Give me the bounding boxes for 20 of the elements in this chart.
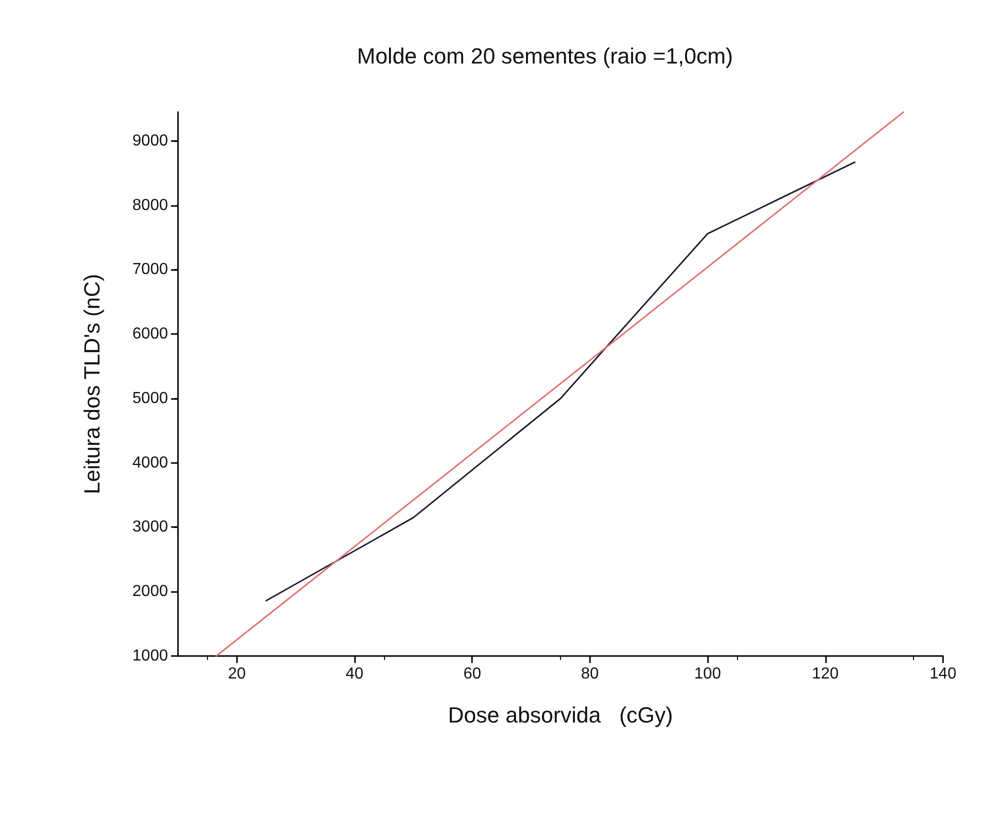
- y-tick-label: 8000: [132, 196, 168, 214]
- x-tick-label: 80: [581, 666, 599, 682]
- x-tick-label: 140: [930, 666, 956, 682]
- x-tick-label: 40: [346, 666, 364, 682]
- chart-title: Molde com 20 sementes (raio =1,0cm): [357, 44, 733, 68]
- line-series: [266, 161, 856, 602]
- x-tick-label: 100: [694, 666, 722, 682]
- x-axis-title: Dose absorvida (cGy): [448, 702, 673, 728]
- y-tick-label: 2000: [132, 583, 168, 600]
- x-tick-label: 20: [228, 666, 246, 682]
- x-tick-label: 60: [463, 666, 482, 682]
- y-tick-label: 9000: [132, 132, 168, 150]
- y-tick-label: 6000: [132, 326, 168, 343]
- y-tick-label: 4000: [132, 454, 168, 472]
- y-tick-label: 3000: [132, 518, 168, 536]
- y-tick-label: 1000: [132, 648, 168, 664]
- y-axis-title: Leitura dos TLD's (nC): [80, 274, 104, 494]
- y-tick-label: 7000: [132, 261, 168, 278]
- x-tick-label: 120: [812, 666, 839, 682]
- y-tick-label: 5000: [132, 390, 168, 407]
